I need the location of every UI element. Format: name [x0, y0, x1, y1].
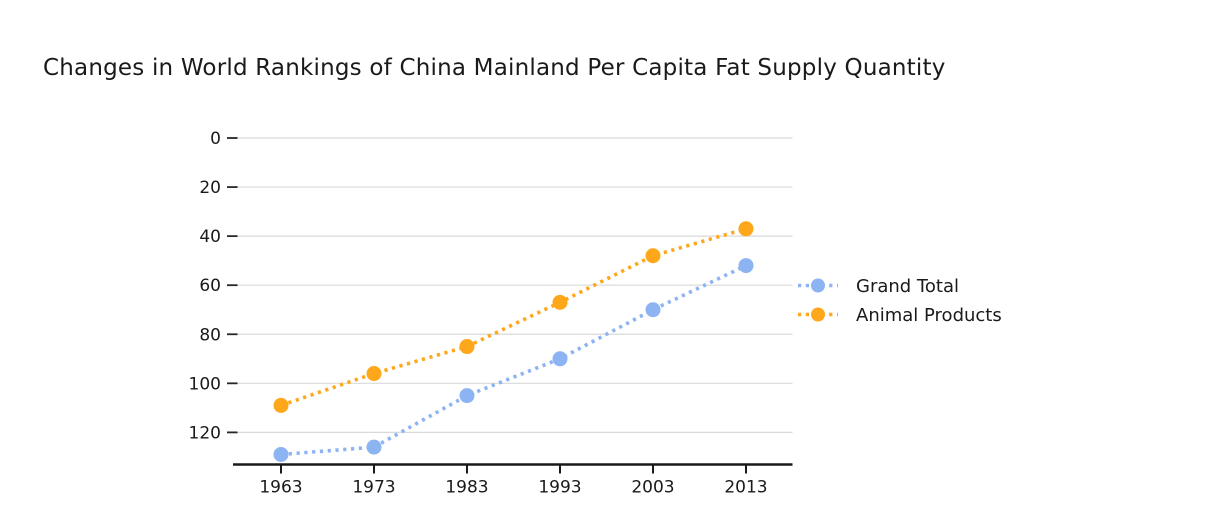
series-line-grand-total: [280, 263, 747, 457]
legend-key-marker-animal-products: [811, 307, 825, 322]
y-tick-label: 20: [199, 178, 221, 198]
x-tick-label: 1993: [538, 478, 581, 498]
legend-item-label-animal-products: Animal Products: [856, 305, 1002, 326]
y-tick-label: 60: [199, 276, 221, 296]
data-point-animal-products-2013: [738, 221, 754, 237]
data-point-animal-products-1983: [459, 339, 475, 355]
data-point-grand-total-2013: [738, 258, 754, 274]
y-tick-label: 80: [199, 325, 221, 345]
legend-item-label-grand-total: Grand Total: [856, 276, 959, 297]
data-point-grand-total-1973: [366, 439, 382, 455]
data-point-animal-products-1973: [366, 366, 382, 382]
y-tick-label: 0: [210, 129, 221, 149]
y-tick-label: 40: [199, 227, 221, 247]
data-point-animal-products-1963: [273, 397, 289, 413]
x-tick-label: 1963: [259, 478, 302, 498]
data-point-grand-total-1963: [273, 446, 289, 462]
x-tick-label: 2003: [631, 478, 674, 498]
data-point-grand-total-1993: [552, 351, 568, 367]
y-tick-label: 120: [189, 423, 221, 443]
legend-key-marker-grand-total: [811, 278, 825, 293]
x-tick-label: 2013: [724, 478, 767, 498]
y-tick-label: 100: [189, 374, 221, 394]
x-tick-label: 1983: [445, 478, 488, 498]
data-point-animal-products-1993: [552, 294, 568, 310]
data-point-grand-total-2003: [645, 302, 661, 318]
chart-title: Changes in World Rankings of China Mainl…: [43, 55, 946, 81]
data-point-animal-products-2003: [645, 248, 661, 264]
series-line-animal-products: [280, 227, 747, 408]
data-point-grand-total-1983: [459, 388, 475, 404]
x-tick-label: 1973: [352, 478, 395, 498]
